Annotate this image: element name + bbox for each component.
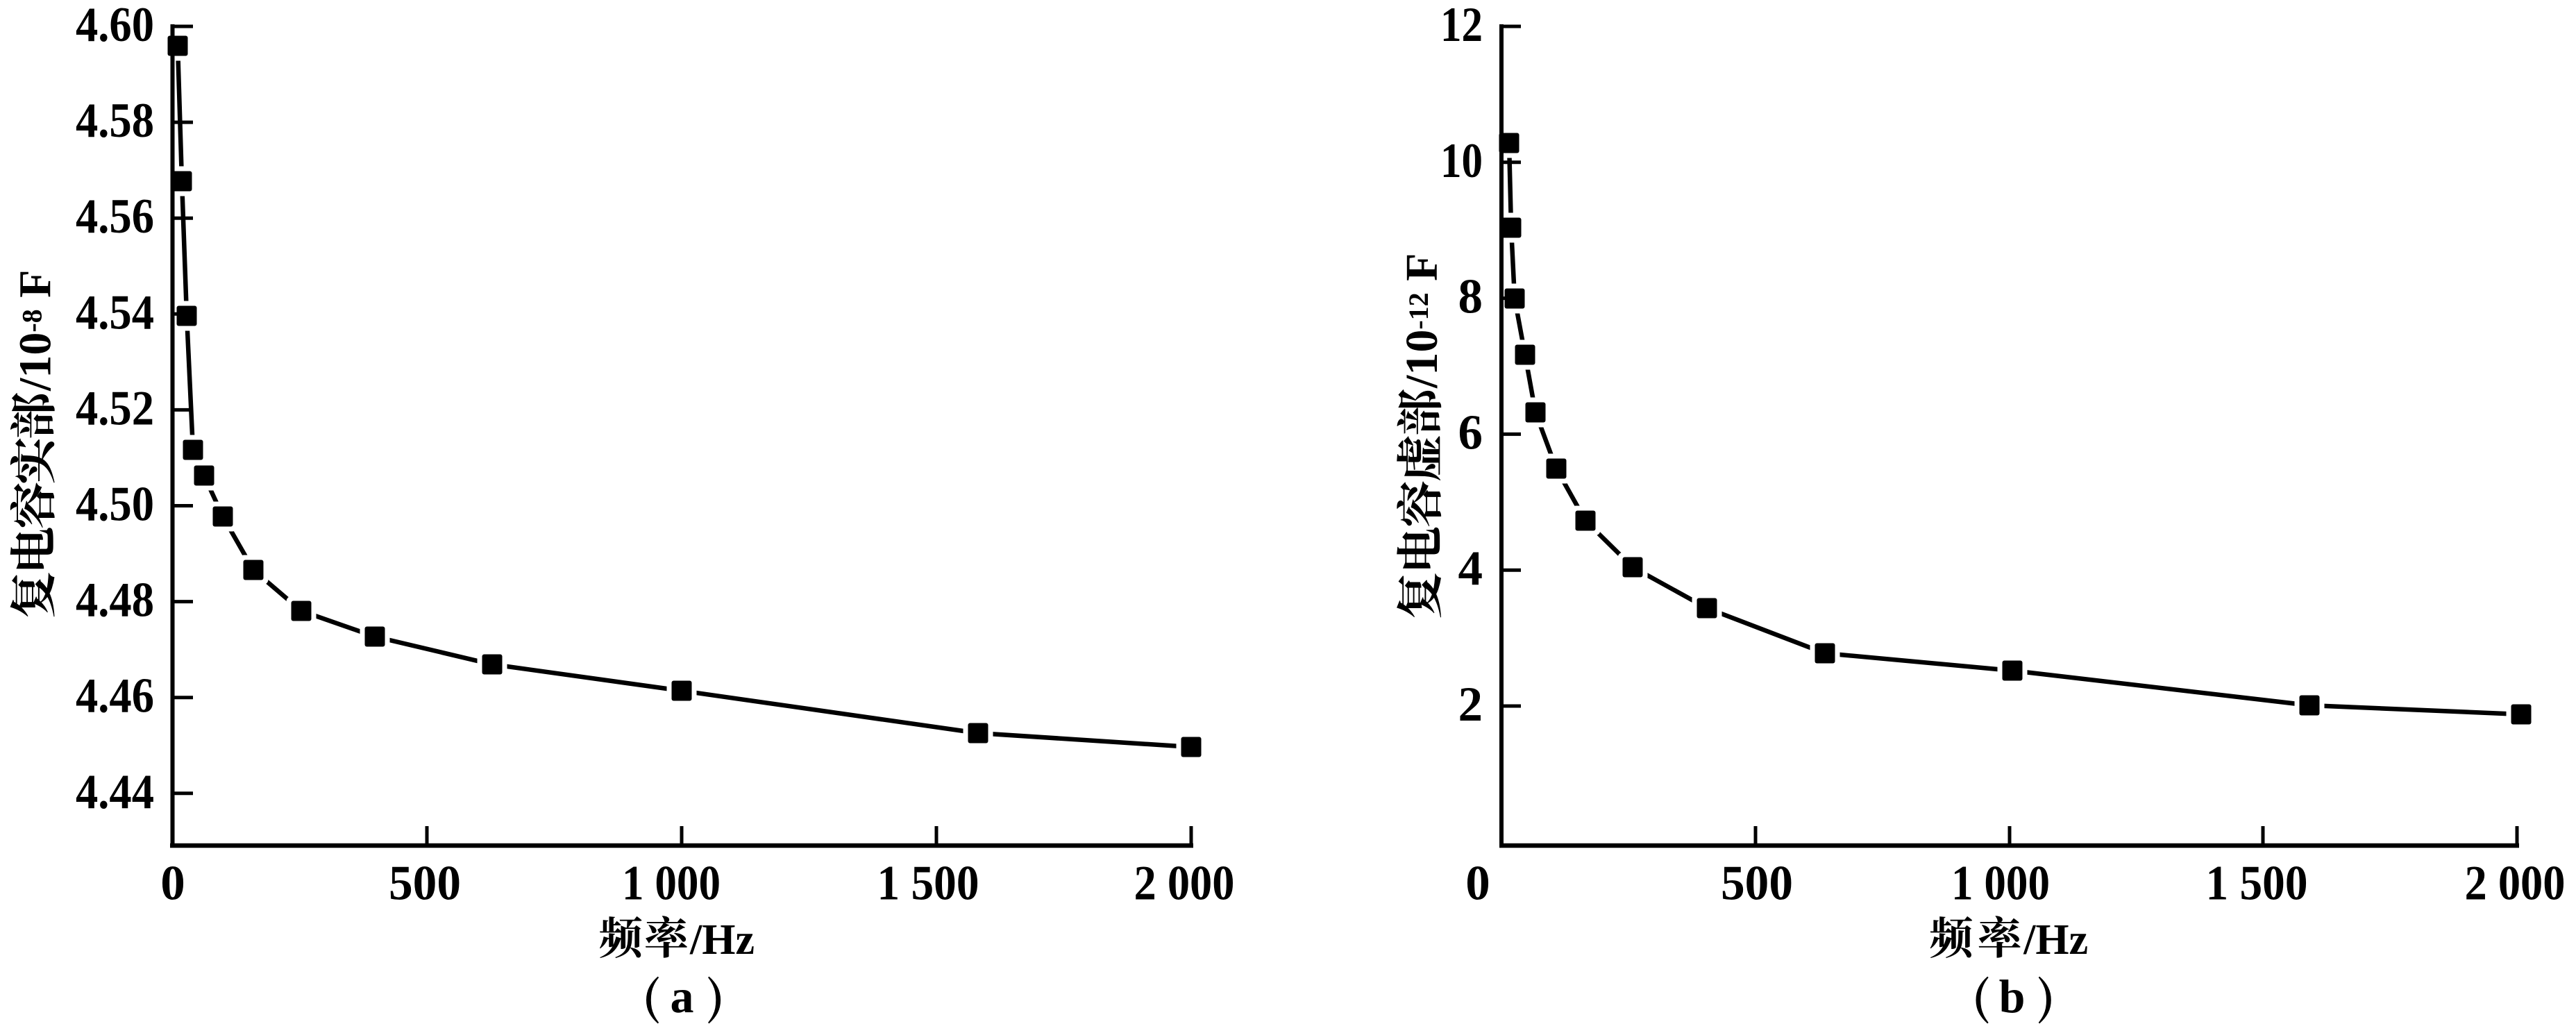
svg-text:2: 2 <box>1458 678 1483 732</box>
svg-text:6: 6 <box>1458 405 1483 460</box>
svg-text:4.60: 4.60 <box>76 0 154 52</box>
svg-text:/Hz: /Hz <box>2023 916 2088 964</box>
svg-text:4.54: 4.54 <box>76 285 154 339</box>
svg-text:4.44: 4.44 <box>76 765 154 819</box>
svg-text:b: b <box>1999 970 2026 1023</box>
svg-text:1 500: 1 500 <box>2206 857 2308 911</box>
svg-text:a: a <box>671 970 694 1023</box>
svg-text:10: 10 <box>1440 134 1483 188</box>
svg-text:4.52: 4.52 <box>76 381 154 435</box>
svg-text:/Hz: /Hz <box>689 916 755 964</box>
svg-text:1 000: 1 000 <box>1951 857 2050 911</box>
svg-text:4: 4 <box>1458 541 1483 596</box>
svg-text:1 000: 1 000 <box>622 857 721 911</box>
svg-text:1 500: 1 500 <box>877 857 979 911</box>
svg-text:0: 0 <box>160 857 185 911</box>
svg-text:4.58: 4.58 <box>76 94 154 148</box>
svg-text:4.56: 4.56 <box>76 190 154 244</box>
svg-text:12: 12 <box>1440 0 1483 52</box>
svg-text:2 000: 2 000 <box>1134 857 1235 911</box>
svg-text:0: 0 <box>1465 857 1490 911</box>
svg-text:500: 500 <box>1721 857 1793 911</box>
svg-text:8: 8 <box>1458 270 1483 324</box>
svg-text:2 000: 2 000 <box>2465 857 2566 911</box>
svg-text:4.50: 4.50 <box>76 478 154 532</box>
svg-text:500: 500 <box>389 857 461 911</box>
svg-text:4.48: 4.48 <box>76 573 154 628</box>
svg-text:4.46: 4.46 <box>76 669 154 723</box>
